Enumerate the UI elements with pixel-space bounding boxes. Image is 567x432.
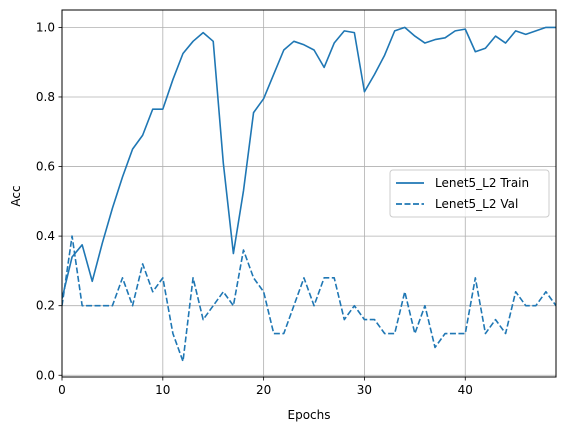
legend-box [389,169,550,218]
y-tick-label: 1.0 [36,20,55,34]
x-tick-label: 20 [256,383,271,397]
y-tick-label: 0.8 [36,90,55,104]
legend: Lenet5_L2 Train Lenet5_L2 Val [389,169,550,218]
y-tick-label: 0.0 [36,368,55,382]
val-accuracy-line [62,235,556,363]
train-accuracy-line [62,26,556,299]
x-axis-title: Epochs [288,408,331,422]
axis-ticks: 0 10 20 30 40 0.0 0.2 0.4 0.6 0.8 1.0 [36,20,473,397]
y-tick-label: 0.4 [36,229,55,243]
legend-label-val: Lenet5_L2 Val [435,197,518,211]
x-tick-label: 10 [155,383,170,397]
y-axis-title: Acc [9,185,23,206]
series-layer [62,26,556,363]
legend-label-train: Lenet5_L2 Train [435,176,529,190]
x-tick-label: 0 [58,383,66,397]
y-tick-label: 0.2 [36,299,55,313]
x-tick-label: 30 [357,383,372,397]
x-tick-label: 40 [458,383,473,397]
plot-frame [61,9,557,378]
y-tick-label: 0.6 [36,160,55,174]
